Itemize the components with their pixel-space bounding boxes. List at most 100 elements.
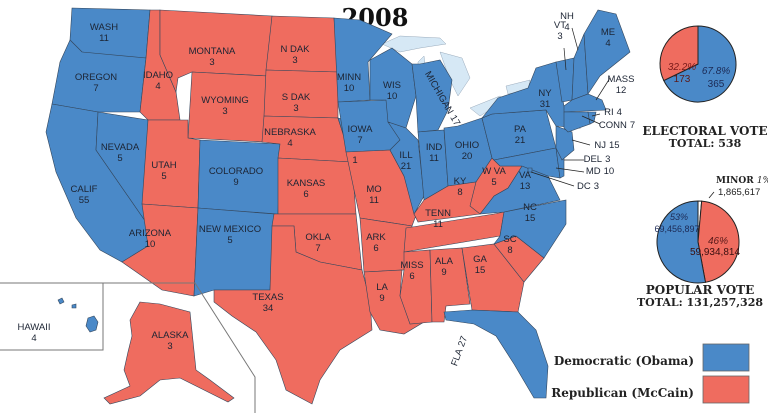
pv-minor-label: MINOR 1% [716,176,768,186]
electoral-votes: 4 [605,38,610,49]
state-label-dc: DC 3 [577,181,599,192]
electoral-votes: 10 [145,239,156,250]
ev-slice-republican [659,25,699,82]
state-label-wi: WIS 10 [383,80,401,102]
state-label-pa: PA 21 [514,124,527,146]
electoral-votes: 21 [401,161,412,172]
state-label-mn: MINN 10 [337,72,361,94]
state-label-or: OREGON 7 [75,72,117,94]
electoral-votes: 9 [233,177,238,188]
state-name: VA [519,170,532,181]
electoral-votes: 3 [292,55,297,66]
leader-line-ma [595,77,611,101]
leader-line-dc [530,171,575,187]
electoral-votes: 10 [604,166,615,177]
state-name: KY [454,176,467,187]
state-hi [71,303,77,309]
state-name: WIS [383,80,401,91]
electoral-votes: 5 [491,177,496,188]
electoral-votes: 9 [379,293,384,304]
state-label-de: DEL 3 [584,154,611,165]
state-label-ar: ARK 6 [366,232,386,254]
leader-line-md [555,167,585,173]
state-name: WYOMING [201,95,249,106]
state-name: TEXAS [252,292,283,303]
electoral-votes: 6 [409,271,414,282]
state-name: PA [514,124,527,135]
state-name: SC [503,234,516,245]
state-name: LA [376,282,388,293]
state-label-co: COLORADO 9 [209,166,263,188]
state-tx [213,225,373,405]
state-ga [461,243,525,313]
state-label-ak: ALASKA 3 [152,330,190,352]
ev-rep-pct: 32.2% [668,62,696,73]
state-co [197,139,281,215]
state-label-id: IDAHO 4 [143,70,173,92]
electoral-votes: 15 [609,140,620,151]
electoral-votes: 20 [462,151,473,162]
state-name: HAWAII [17,322,50,333]
state-label-ne: NEBRASKA 4 [264,127,316,149]
state-name: NC [523,202,537,213]
pv-slice-republican [697,200,740,283]
state-name: ARK [366,232,386,243]
state-name: NH [560,11,574,22]
state-name: NEVADA [101,142,140,153]
leader-line-vt [563,47,567,71]
state-name: NY [538,88,552,99]
state-label-sc: SC 8 [503,234,516,256]
state-label-ok: OKLA 7 [305,232,331,254]
ev-rep-votes: 173 [674,74,691,85]
electoral-votes: 11 [369,195,379,206]
electoral-votes: 4 [287,138,292,149]
state-label-nh: NH 4 [560,11,574,33]
state-label-il: ILL 21 [399,150,412,172]
lake-superior [381,35,447,53]
electoral-votes: 11 [433,219,443,230]
state-name: N DAK [280,44,310,55]
electoral-votes: 3 [557,31,562,42]
electoral-votes: 3 [605,154,610,165]
electoral-votes: 6 [373,243,378,254]
pv-slice-democratic [656,200,707,284]
state-label-ny: NY 31 [538,88,552,110]
electoral-votes: 10 [387,91,398,102]
electoral-votes: 5 [227,235,232,246]
electoral-votes: 5 [161,171,166,182]
state-label-mo: MO 11 [366,184,381,206]
electoral-votes: 34 [263,303,274,314]
state-label-hi: HAWAII 4 [17,322,50,344]
inset-borders [0,282,256,413]
state-label-ga: GA 15 [473,254,487,276]
state-name: MISS [400,260,423,271]
ev-slice-democratic [663,25,737,103]
state-name: S DAK [282,92,311,103]
state-name: ME [601,27,615,38]
state-name: IDAHO [143,70,173,81]
state-nm [193,207,275,297]
alaska-inset-border [0,282,256,413]
electoral-votes: 4 [31,333,36,344]
electoral-votes: 31 [540,99,551,110]
state-label-tn: TENN 11 [425,208,451,230]
electoral-votes: 55 [79,195,90,206]
state-name: NEBRASKA [264,127,316,138]
state-label-al: ALA 9 [435,256,454,278]
state-name: ALASKA [152,330,190,341]
state-name: MINN [337,72,361,83]
electoral-votes: 17 [447,113,462,128]
state-label-nd: N DAK 3 [280,44,310,66]
state-name: FLA [449,347,466,368]
leader-line-ct [581,115,601,125]
electoral-votes: 7 [630,120,635,131]
state-label-md: MD 10 [586,166,614,177]
state-label-ks: KANSAS 6 [287,178,326,200]
state-label-wa: WASH 11 [90,22,118,44]
state-name: IND [426,142,443,153]
state-wa [69,7,151,59]
state-label-ma: MASS 12 [608,74,635,96]
electoral-votes: 7 [93,83,98,94]
